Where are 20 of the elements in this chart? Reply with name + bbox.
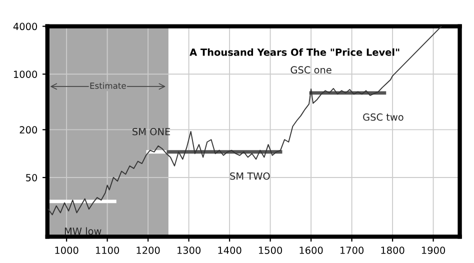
x-tick-label: 1900 [422,246,446,254]
y-tick-label: 1000 [14,70,38,78]
annotation: GSC two [363,113,404,121]
x-tick-label: 1700 [340,246,364,254]
text: A Thousand Years Of The "Price Level" [190,48,400,56]
x-tick-label: 1300 [177,246,201,254]
y-tick-label: 200 [20,126,38,134]
x-tick-label: 1100 [96,246,120,254]
y-tick-label: 50 [26,174,38,182]
x-tick-label: 1600 [300,246,323,254]
x-tick-label: 1800 [381,246,404,254]
x-tick-label: 1400 [218,246,242,254]
annotation: GSC one [290,66,332,74]
annotation: MW low [64,227,102,235]
band-label: Estimate [90,82,126,89]
x-tick-label: 1200 [136,246,160,254]
x-tick-label: 1500 [258,246,282,254]
annotation: SM TWO [230,172,270,180]
x-tick-label: 1000 [55,246,78,254]
y-tick-label: 4000 [13,22,38,30]
